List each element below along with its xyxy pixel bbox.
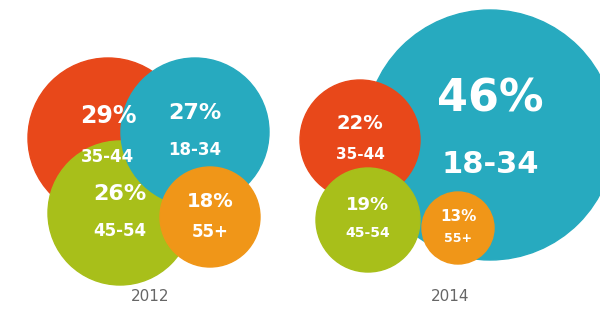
Text: 55+: 55+ — [444, 232, 472, 245]
Text: 29%: 29% — [80, 104, 136, 128]
Circle shape — [28, 58, 188, 218]
Text: 45-54: 45-54 — [346, 226, 391, 240]
Text: 46%: 46% — [437, 77, 543, 120]
Circle shape — [121, 58, 269, 206]
Text: 18-34: 18-34 — [169, 141, 221, 159]
Circle shape — [365, 10, 600, 260]
Circle shape — [300, 80, 420, 200]
Text: 18-34: 18-34 — [441, 150, 539, 179]
Circle shape — [48, 141, 192, 285]
Text: 55+: 55+ — [191, 223, 229, 241]
Text: 45-54: 45-54 — [94, 222, 146, 240]
Circle shape — [160, 167, 260, 267]
Text: 35-44: 35-44 — [82, 147, 134, 166]
Text: 19%: 19% — [346, 196, 389, 214]
Circle shape — [422, 192, 494, 264]
Text: 18%: 18% — [187, 192, 233, 211]
Text: 13%: 13% — [440, 209, 476, 224]
Circle shape — [316, 168, 420, 272]
Text: 2014: 2014 — [431, 289, 469, 304]
Text: 2012: 2012 — [131, 289, 169, 304]
Text: 35-44: 35-44 — [335, 147, 385, 162]
Text: 22%: 22% — [337, 114, 383, 133]
Text: 27%: 27% — [169, 103, 221, 123]
Text: 26%: 26% — [94, 185, 146, 204]
